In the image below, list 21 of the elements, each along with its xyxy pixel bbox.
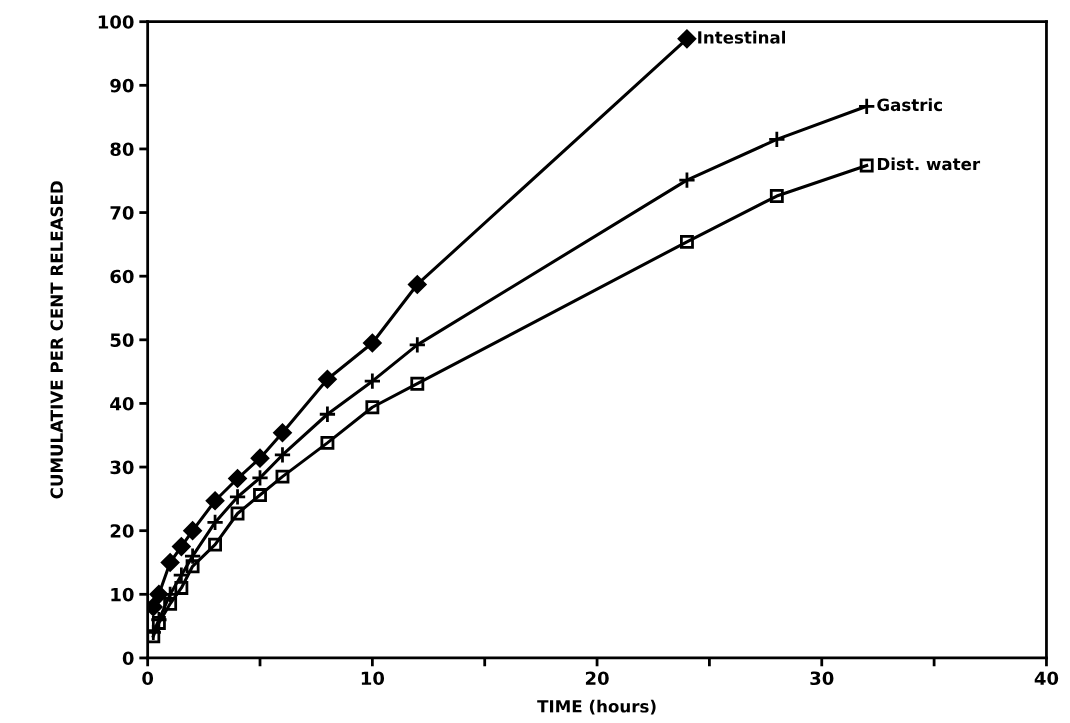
y-tick-label: 60 <box>110 269 134 284</box>
y-tick-label: 100 <box>98 15 134 29</box>
y-axis-title: CUMULATIVE PER CENT RELEASED <box>50 181 63 499</box>
series-label: Intestinal <box>698 30 786 44</box>
x-tick-label: 40 <box>1034 671 1059 686</box>
x-tick-label: 10 <box>361 671 385 686</box>
x-axis-title: TIME (hours) <box>537 699 656 715</box>
series-label: Dist. water <box>877 157 981 171</box>
y-tick-label: 0 <box>122 651 134 666</box>
x-tick-label: 0 <box>142 671 154 686</box>
x-tick-label: 20 <box>585 671 609 686</box>
y-tick-label: 30 <box>110 460 134 475</box>
y-tick-label: 10 <box>111 587 134 602</box>
y-tick-label: 80 <box>110 142 134 157</box>
y-tick-label: 50 <box>110 333 134 347</box>
x-tick-label: 30 <box>810 671 834 686</box>
y-tick-label: 40 <box>110 396 134 411</box>
y-tick-label: 90 <box>110 78 134 93</box>
series-label: Gastric <box>877 98 942 112</box>
y-tick-label: 70 <box>110 206 134 220</box>
y-tick-label: 20 <box>110 524 134 538</box>
